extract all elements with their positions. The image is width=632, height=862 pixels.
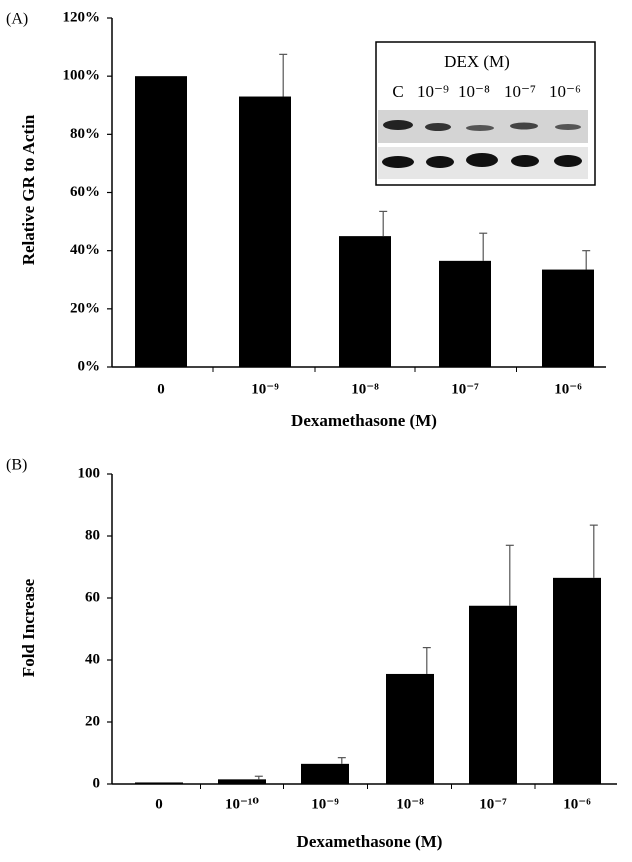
y-tick-label: 120% xyxy=(63,9,101,25)
panel-label: (A) xyxy=(6,11,28,28)
bar xyxy=(469,605,517,784)
x-tick-label: 10⁻⁶ xyxy=(563,796,591,812)
blot-band xyxy=(382,156,414,168)
bar xyxy=(339,236,391,367)
lane-label: 10⁻⁸ xyxy=(458,82,490,101)
x-tick-label: 10⁻⁹ xyxy=(251,381,279,397)
x-tick-label: 10⁻⁸ xyxy=(396,796,424,812)
bar xyxy=(386,673,434,784)
y-tick-label: 20 xyxy=(85,713,100,729)
bar xyxy=(553,577,601,784)
y-tick-label: 80 xyxy=(85,527,100,543)
bar xyxy=(135,782,183,784)
y-tick-label: 0% xyxy=(78,358,101,374)
x-tick-label: 10⁻⁷ xyxy=(479,796,507,812)
y-tick-label: 20% xyxy=(70,300,100,316)
blot-band xyxy=(383,120,413,130)
bar xyxy=(542,269,594,367)
bar xyxy=(301,763,349,784)
lane-label: C xyxy=(392,82,403,101)
blot-band xyxy=(466,125,494,131)
bar xyxy=(218,779,266,784)
lane-label: 10⁻⁷ xyxy=(504,82,536,101)
y-tick-label: 60% xyxy=(70,184,100,200)
y-axis-title: Relative GR to Actin xyxy=(19,114,38,265)
blot-band xyxy=(511,155,539,167)
panel-label: (B) xyxy=(6,457,27,474)
x-tick-label: 10⁻⁸ xyxy=(351,381,379,397)
y-tick-label: 0 xyxy=(93,775,101,791)
bar xyxy=(439,260,491,367)
bar xyxy=(239,96,291,368)
x-tick-label: 10⁻⁶ xyxy=(554,381,582,397)
lane-label: 10⁻⁹ xyxy=(417,82,449,101)
x-tick-label: 10⁻⁹ xyxy=(311,796,339,812)
x-tick-label: 0 xyxy=(157,381,165,397)
x-axis-title: Dexamethasone (M) xyxy=(297,832,443,851)
inset-title: DEX (M) xyxy=(444,52,510,71)
y-tick-label: 60 xyxy=(85,589,100,605)
y-tick-label: 100% xyxy=(63,68,101,84)
y-axis-title: Fold Increase xyxy=(19,578,38,677)
y-tick-label: 100 xyxy=(78,465,101,481)
x-axis-title: Dexamethasone (M) xyxy=(291,411,437,430)
blot-band xyxy=(425,123,451,131)
western-blot-inset xyxy=(375,41,596,186)
blot-band xyxy=(554,155,582,167)
blot-band xyxy=(466,153,498,167)
x-tick-label: 10⁻¹⁰ xyxy=(225,796,259,812)
y-tick-label: 40 xyxy=(85,651,100,667)
blot-band xyxy=(426,156,454,168)
lane-label: 10⁻⁶ xyxy=(549,82,581,101)
x-tick-label: 0 xyxy=(155,796,163,812)
y-tick-label: 40% xyxy=(70,242,100,258)
blot-band xyxy=(555,124,581,130)
bar xyxy=(135,76,187,368)
y-tick-label: 80% xyxy=(70,126,100,142)
blot-band xyxy=(510,122,538,130)
x-tick-label: 10⁻⁷ xyxy=(451,381,479,397)
